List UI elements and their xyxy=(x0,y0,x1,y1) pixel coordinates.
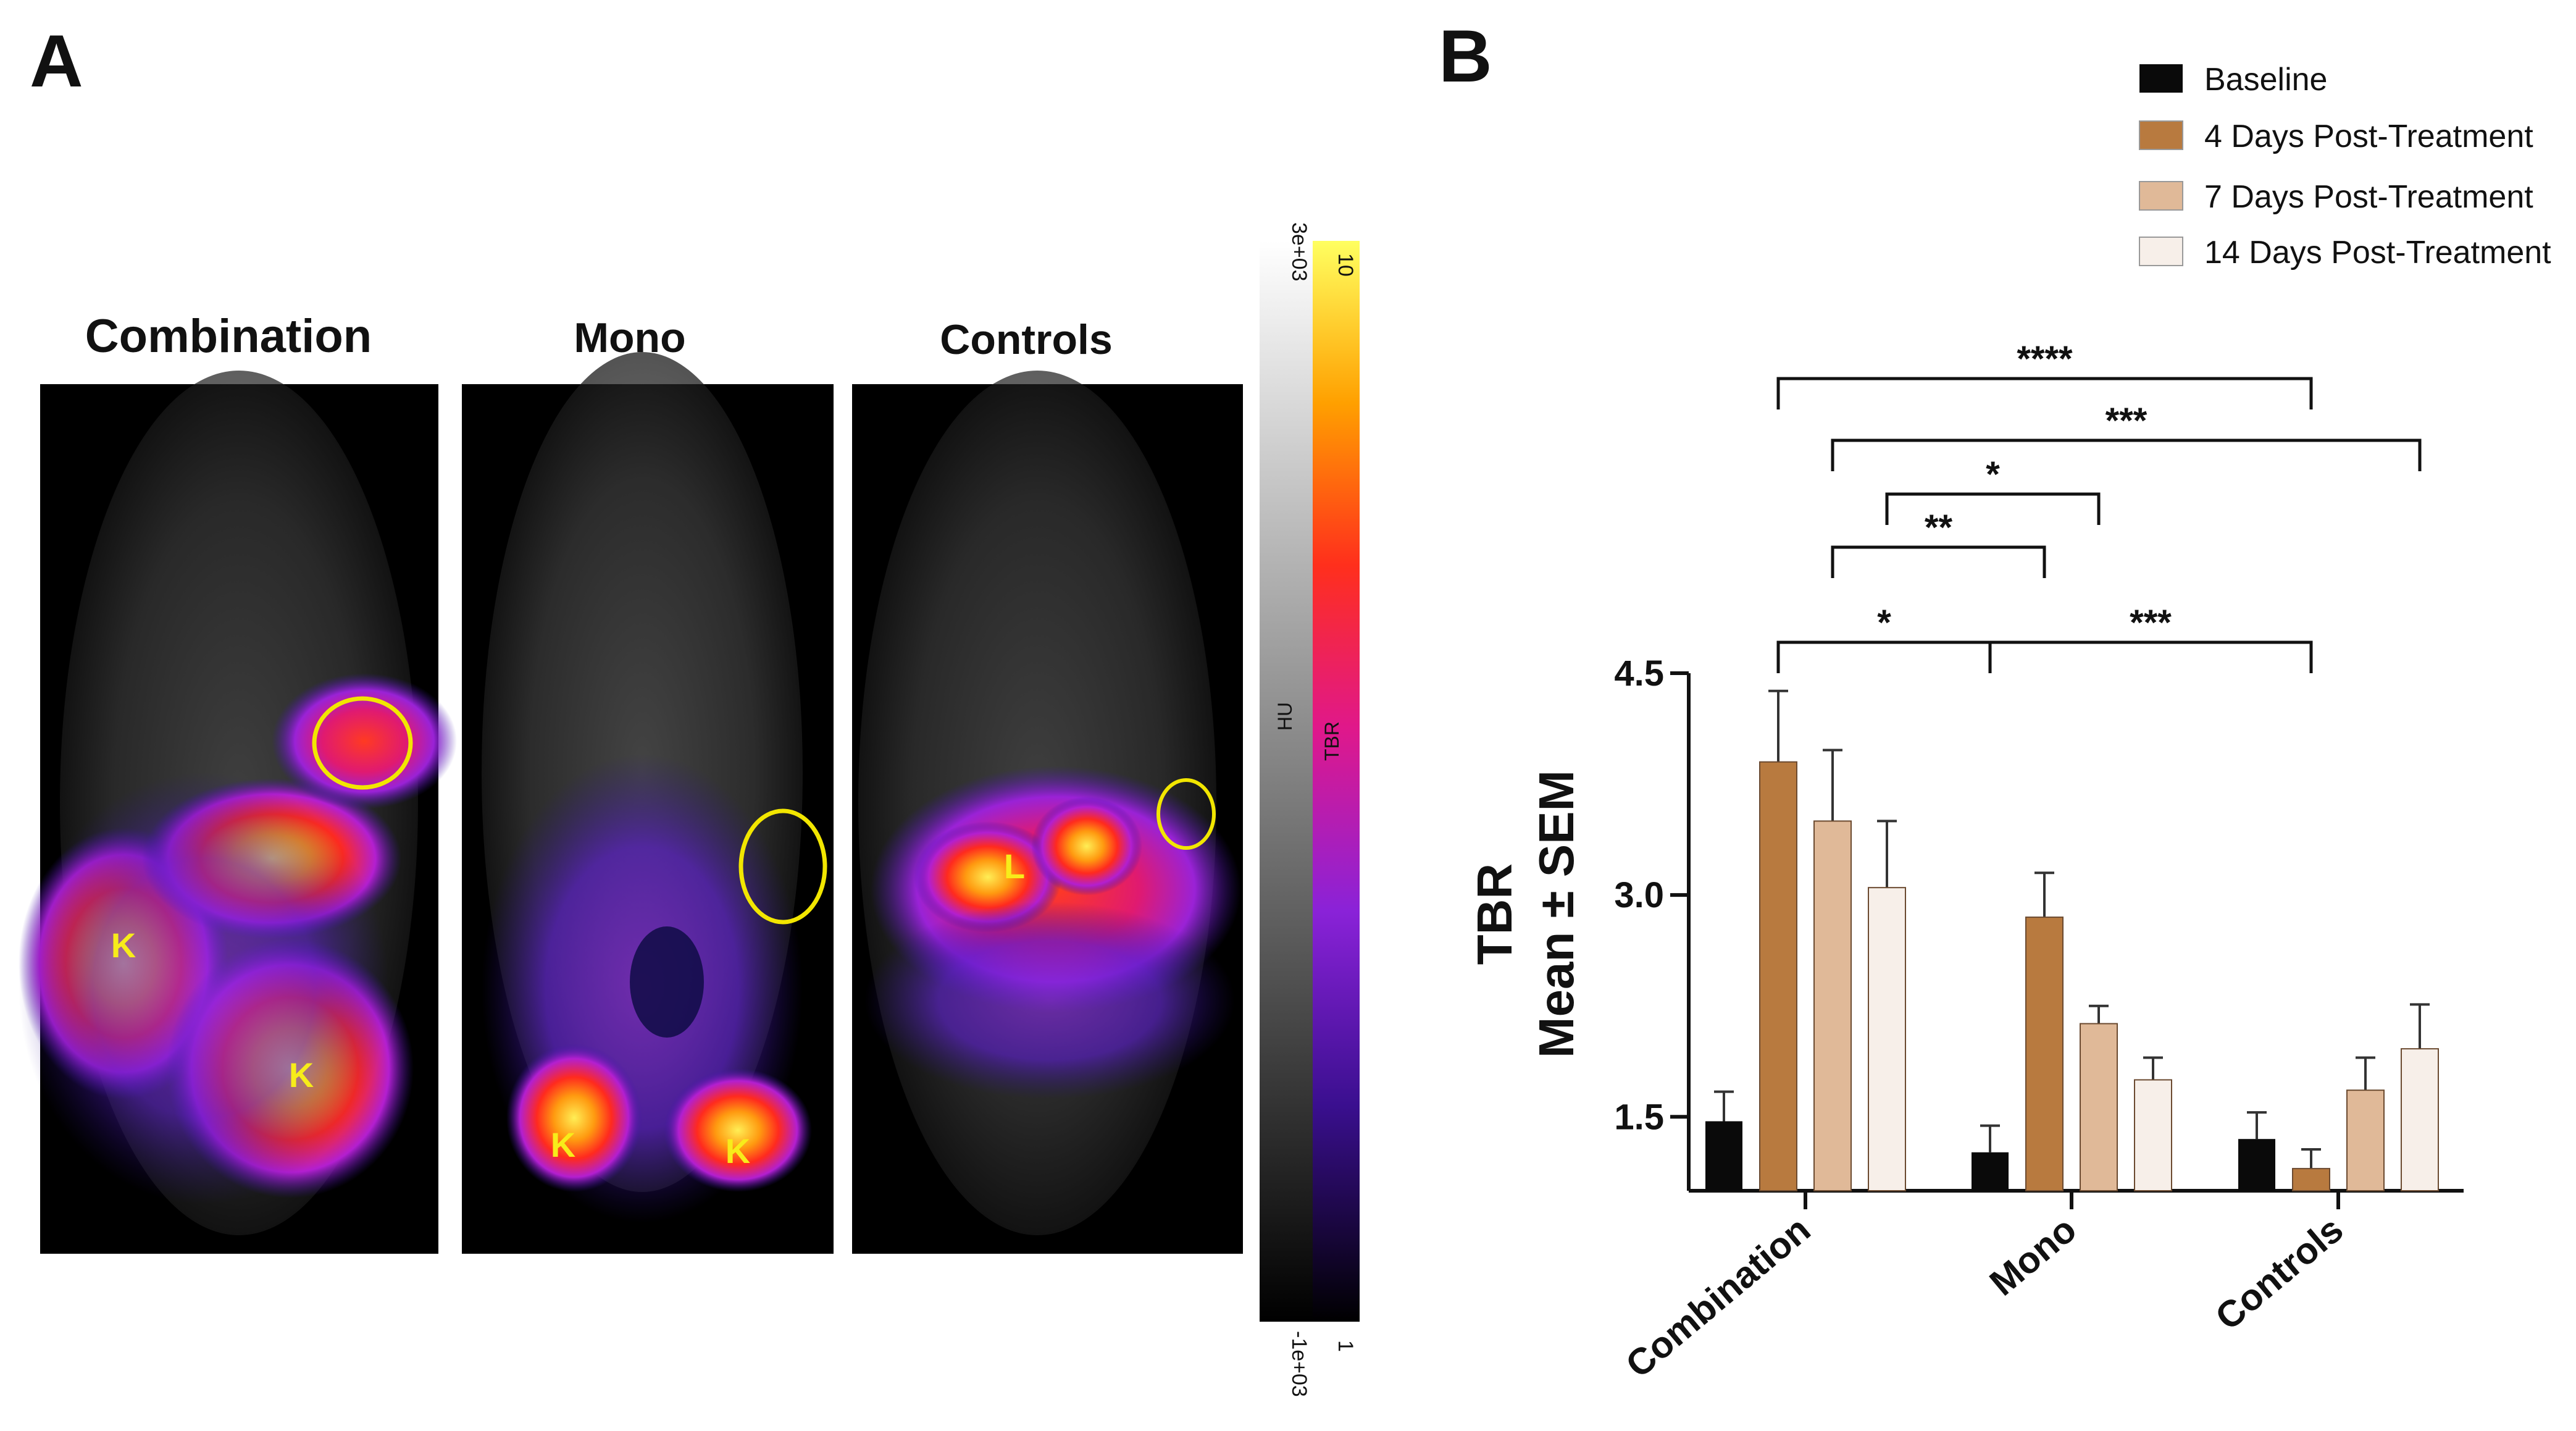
bar-baseline xyxy=(2238,1139,2275,1191)
bar-14-days-post-treatment xyxy=(1868,887,1906,1191)
y-tick-label: 3.0 xyxy=(1614,875,1664,915)
legend-label: 7 Days Post-Treatment xyxy=(2204,179,2533,215)
pet-ct-image-controls: L xyxy=(852,371,1243,1254)
legend-swatch xyxy=(2139,120,2183,150)
roi-circle xyxy=(738,808,827,925)
organ-label-kidney: K xyxy=(289,1055,314,1094)
significance-label: * xyxy=(1986,455,2000,495)
significance-label: * xyxy=(1877,603,1891,643)
bar-baseline xyxy=(1705,1121,1742,1191)
bar-7-days-post-treatment xyxy=(1813,820,1852,1191)
legend-label: 14 Days Post-Treatment xyxy=(2204,235,2551,271)
bar-4-days-post-treatment xyxy=(2025,917,2064,1191)
bar-chart: 1.5 3.0 4.5 TBR Mean ± SEM Combination Mono Con… xyxy=(1467,62,2551,1386)
x-tick-label: Controls xyxy=(2207,1209,2351,1338)
bar-14-days-post-treatment xyxy=(2401,1048,2439,1191)
significance-label: **** xyxy=(2017,339,2073,379)
tbr-max-label: 10 xyxy=(1334,253,1357,277)
y-tick-label: 1.5 xyxy=(1614,1097,1664,1137)
y-tick-label: 4.5 xyxy=(1614,653,1664,694)
organ-label-kidney: K xyxy=(111,926,136,965)
legend-swatch xyxy=(2139,181,2183,211)
tbr-colorbar xyxy=(1313,241,1360,1322)
bar-7-days-post-treatment xyxy=(2346,1089,2385,1192)
bar-4-days-post-treatment xyxy=(2292,1168,2330,1191)
roi-circle xyxy=(312,696,413,790)
bar-7-days-post-treatment xyxy=(2080,1023,2118,1191)
y-axis-label: TBR xyxy=(1467,863,1522,965)
bar-baseline xyxy=(1972,1152,2009,1191)
significance-label: *** xyxy=(2106,401,2147,441)
significance-label: ** xyxy=(1925,508,1953,548)
image-title-controls: Controls xyxy=(940,316,1113,363)
x-tick-label: Mono xyxy=(1982,1209,2085,1304)
legend-swatch xyxy=(2139,237,2183,266)
tbr-min-label: 1 xyxy=(1334,1340,1357,1352)
y-axis-label: Mean ± SEM xyxy=(1529,770,1584,1058)
significance-bracket xyxy=(1831,439,2422,471)
organ-label-kidney: K xyxy=(551,1125,575,1164)
roi-circle xyxy=(1156,778,1216,850)
significance-bracket xyxy=(1776,640,1992,673)
legend-label: Baseline xyxy=(2204,62,2327,98)
hu-axis-label: HU xyxy=(1274,702,1296,731)
significance-bracket xyxy=(1831,545,2046,578)
x-tick-label: Combination xyxy=(1618,1209,1818,1386)
bar-4-days-post-treatment xyxy=(1759,761,1797,1191)
panel-b-letter: B xyxy=(1439,15,1492,98)
colorbar: 3e+03 10 HU TBR -1e+03 1 xyxy=(1260,222,1360,1397)
pet-ct-image-mono: K K xyxy=(462,352,834,1254)
organ-label-kidney: K xyxy=(726,1131,750,1170)
significance-bracket xyxy=(1885,492,2101,525)
tbr-axis-label: TBR xyxy=(1321,721,1343,761)
legend-swatch xyxy=(2139,64,2183,93)
significance-label: *** xyxy=(2130,603,2172,643)
panel-a-letter: A xyxy=(30,20,83,103)
image-title-combination: Combination xyxy=(85,310,372,363)
organ-label-liver: L xyxy=(1004,847,1025,886)
hu-colorbar xyxy=(1260,241,1313,1322)
pet-ct-image-combination: K K xyxy=(19,371,457,1254)
bar-14-days-post-treatment xyxy=(2134,1079,2172,1192)
significance-bracket xyxy=(1776,377,2313,409)
significance-bracket xyxy=(1988,640,2313,673)
legend-label: 4 Days Post-Treatment xyxy=(2204,119,2533,154)
hu-min-label: -1e+03 xyxy=(1287,1331,1311,1397)
hu-max-label: 3e+03 xyxy=(1287,222,1311,282)
